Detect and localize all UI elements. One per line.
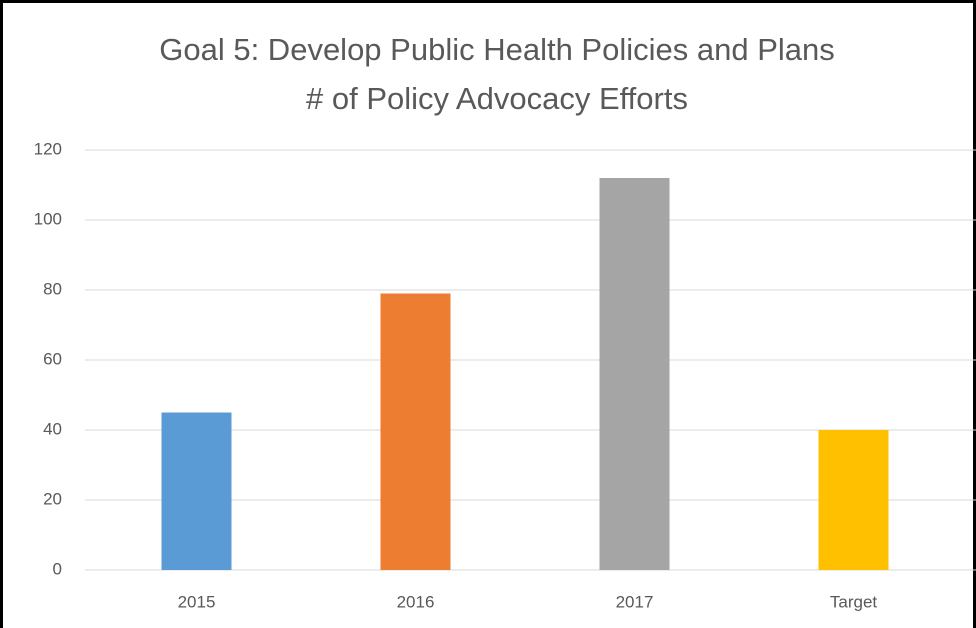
x-tick-label: Target [830, 592, 878, 611]
bar [161, 412, 232, 570]
bar [380, 293, 451, 570]
y-tick-label: 120 [34, 139, 62, 158]
y-tick-label: 40 [43, 419, 62, 438]
y-tick-label: 80 [43, 279, 62, 298]
x-tick-label: 2016 [397, 592, 435, 611]
y-tick-label: 60 [43, 349, 62, 368]
chart-title: Goal 5: Develop Public Health Policies a… [159, 32, 835, 67]
bar [818, 430, 889, 570]
x-tick-label: 2017 [616, 592, 654, 611]
bar [599, 178, 670, 570]
y-tick-label: 100 [34, 209, 62, 228]
y-tick-label: 0 [53, 559, 62, 578]
x-tick-label: 2015 [178, 592, 216, 611]
y-tick-label: 20 [43, 489, 62, 508]
chart-title: # of Policy Advocacy Efforts [306, 81, 688, 116]
